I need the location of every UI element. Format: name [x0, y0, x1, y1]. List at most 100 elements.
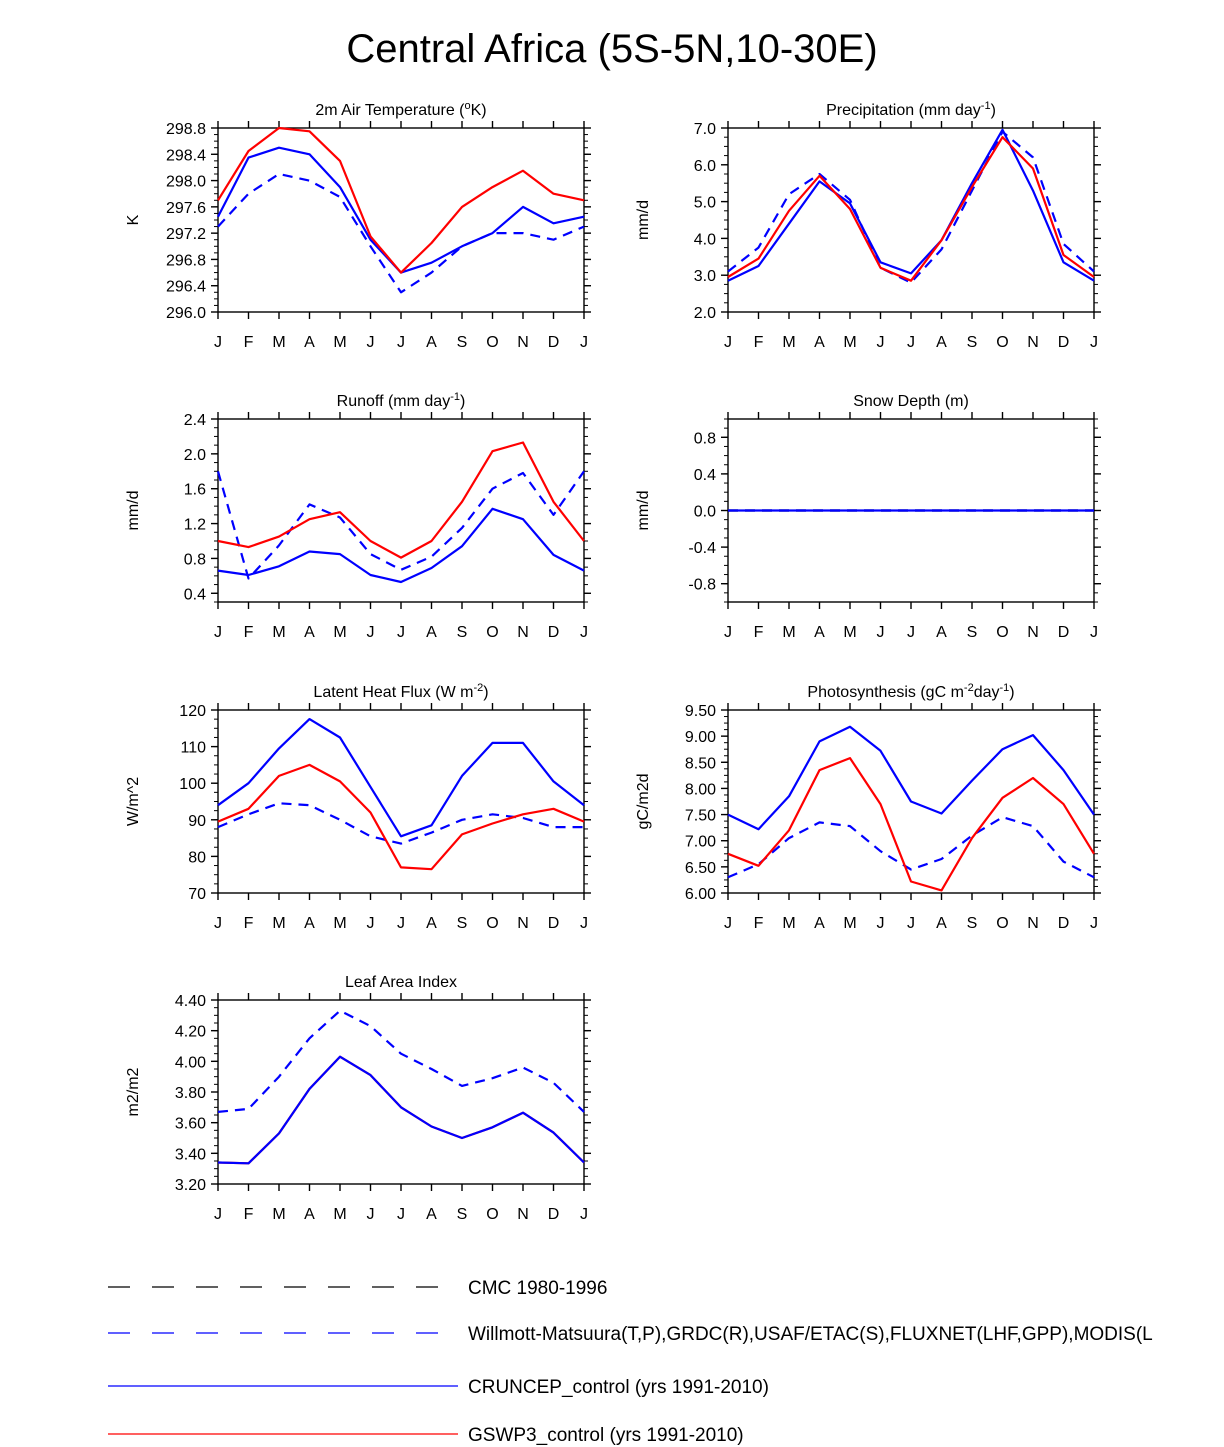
- x-tick-label: J: [367, 1206, 375, 1223]
- x-tick-label: M: [782, 915, 795, 932]
- panel-title: Latent Heat Flux (W m-2): [313, 682, 488, 701]
- x-tick-label: J: [907, 334, 915, 351]
- x-tick-label: A: [426, 1206, 437, 1223]
- y-tick-label: 110: [180, 740, 206, 757]
- y-tick-label: 3.0: [694, 268, 716, 285]
- series-line-cruncep-control: [727, 725, 1095, 831]
- x-tick-label: N: [517, 624, 529, 641]
- y-tick-label: 296.0: [166, 305, 206, 322]
- x-tick-label: D: [1058, 915, 1070, 932]
- y-axis-label: m2/m2: [125, 1067, 142, 1116]
- x-tick-label: M: [843, 334, 856, 351]
- legend-label: GSWP3_control (yrs 1991-2010): [468, 1425, 744, 1446]
- series-line-gswp3-control: [727, 756, 1095, 892]
- y-tick-label: 90: [188, 813, 206, 830]
- panel-title: Leaf Area Index: [345, 974, 457, 991]
- y-tick-label: 6.0: [694, 158, 716, 175]
- x-tick-label: J: [1090, 334, 1098, 351]
- y-tick-label: 2.0: [184, 447, 206, 464]
- panel-5: Latent Heat Flux (W m-2) W/m^2 70 80 90 100 11…: [125, 682, 591, 932]
- x-tick-label: A: [304, 624, 315, 641]
- y-tick-label: 7.50: [685, 808, 716, 825]
- y-tick-label: 4.20: [175, 1024, 206, 1041]
- x-tick-label: J: [724, 915, 732, 932]
- y-tick-label: 70: [188, 886, 206, 903]
- y-tick-label: 0.8: [694, 430, 716, 447]
- y-tick-label: 0.4: [694, 467, 716, 484]
- x-tick-label: S: [967, 624, 978, 641]
- panel-title: Precipitation (mm day-1): [826, 100, 996, 119]
- x-tick-label: M: [333, 1206, 346, 1223]
- figure-title: Central Africa (5S-5N,10-30E): [346, 27, 877, 71]
- x-tick-label: D: [548, 624, 560, 641]
- plot-frame: [217, 127, 585, 313]
- panel-3: Runoff (mm day-1) mm/d 0.4 0.8 1.2 1.6 2.0 2.4 J…: [125, 391, 591, 641]
- x-tick-label: D: [548, 915, 560, 932]
- x-tick-label: A: [936, 915, 947, 932]
- series-line-gswp3-control: [217, 126, 585, 274]
- x-tick-label: S: [967, 334, 978, 351]
- x-tick-label: J: [580, 334, 588, 351]
- y-axis-label: W/m^2: [125, 777, 142, 826]
- x-tick-label: A: [426, 915, 437, 932]
- x-tick-label: J: [580, 1206, 588, 1223]
- x-tick-label: S: [457, 1206, 468, 1223]
- series-line-cruncep-control: [217, 507, 585, 584]
- x-tick-label: S: [457, 624, 468, 641]
- y-tick-label: 0.0: [694, 504, 716, 521]
- x-tick-label: A: [814, 915, 825, 932]
- x-tick-label: O: [486, 915, 498, 932]
- series-line-cruncep-control: [217, 717, 585, 838]
- x-tick-label: A: [936, 334, 947, 351]
- y-tick-label: 2.0: [694, 305, 716, 322]
- panel-2: Precipitation (mm day-1) mm/d 2.0 3.0 4.0 5.0…: [635, 100, 1101, 351]
- x-tick-label: N: [1027, 334, 1039, 351]
- y-tick-label: 8.50: [685, 755, 716, 772]
- x-tick-label: A: [814, 334, 825, 351]
- x-tick-label: F: [244, 915, 254, 932]
- y-tick-label: 3.20: [175, 1177, 206, 1194]
- series-line-gswp3-control: [727, 136, 1095, 282]
- x-tick-label: O: [996, 915, 1008, 932]
- y-tick-label: 0.8: [184, 551, 206, 568]
- x-tick-label: J: [580, 915, 588, 932]
- y-tick-label: 296.8: [166, 252, 206, 269]
- y-tick-label: 6.00: [685, 886, 716, 903]
- x-tick-label: J: [724, 624, 732, 641]
- y-tick-label: 3.80: [175, 1085, 206, 1102]
- x-tick-label: J: [214, 915, 222, 932]
- x-tick-label: F: [244, 624, 254, 641]
- x-tick-label: F: [754, 334, 764, 351]
- series-line-gswp3-control: [217, 763, 585, 871]
- x-tick-label: N: [1027, 915, 1039, 932]
- plot-frame: [217, 999, 585, 1185]
- y-tick-label: 120: [179, 703, 206, 720]
- y-tick-label: 4.40: [175, 993, 206, 1010]
- x-tick-label: N: [517, 915, 529, 932]
- x-tick-label: J: [397, 915, 405, 932]
- y-tick-label: 7.00: [685, 834, 716, 851]
- x-tick-label: D: [548, 1206, 560, 1223]
- panel-7: Leaf Area Index m2/m2 3.20 3.40 3.60 3.80 4.00…: [125, 974, 591, 1223]
- x-tick-label: J: [907, 624, 915, 641]
- legend-label: CMC 1980-1996: [468, 1278, 607, 1299]
- x-tick-label: S: [967, 915, 978, 932]
- x-tick-label: N: [1027, 624, 1039, 641]
- panel-title: Snow Depth (m): [853, 393, 969, 410]
- x-tick-label: J: [397, 624, 405, 641]
- x-tick-label: J: [214, 624, 222, 641]
- y-tick-label: 9.00: [685, 729, 716, 746]
- y-tick-label: 2.4: [184, 412, 206, 429]
- x-tick-label: M: [272, 334, 285, 351]
- y-tick-label: 9.50: [685, 703, 716, 720]
- y-tick-label: 298.8: [166, 121, 206, 138]
- y-tick-label: 3.60: [175, 1116, 206, 1133]
- panel-1: 2m Air Temperature (oK) K 296.0 296.4 296.8 2…: [125, 100, 591, 351]
- y-tick-label: 298.0: [166, 174, 206, 191]
- x-tick-label: M: [843, 915, 856, 932]
- x-tick-label: A: [936, 624, 947, 641]
- x-tick-label: N: [517, 334, 529, 351]
- y-axis-label: mm/d: [635, 491, 652, 531]
- x-tick-label: J: [367, 334, 375, 351]
